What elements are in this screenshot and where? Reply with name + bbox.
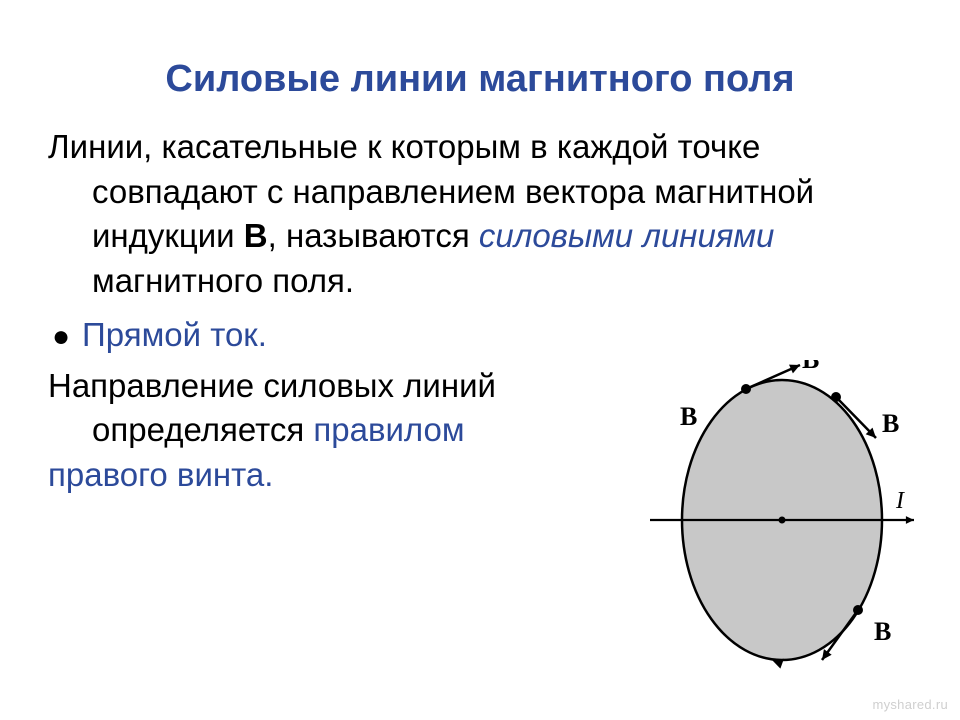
svg-text:I: I	[895, 488, 905, 514]
field-line-diagram: I B B B B	[642, 360, 932, 680]
svg-text:B: B	[874, 617, 891, 646]
p2-line2: определяется	[92, 411, 313, 448]
p1-emph: силовыми линиями	[479, 217, 775, 254]
p2-line1: Направление силовых линий	[48, 367, 496, 404]
slide-title: Силовые линии магнитного поля	[48, 58, 912, 101]
paragraph-1: Линии, касательные к которым в каждой то…	[48, 125, 912, 303]
p2-line3: правого винта.	[48, 456, 273, 493]
p1-suffix: магнитного поля.	[92, 262, 354, 299]
bullet-1: ● Прямой ток.	[48, 313, 912, 358]
p2-emph: правилом	[313, 411, 464, 448]
svg-text:B: B	[882, 409, 899, 438]
svg-text:B: B	[802, 360, 819, 374]
bullet-text: Прямой ток.	[82, 313, 267, 358]
diagram-svg: I B B B B	[642, 360, 932, 680]
p1-mid: , называются	[268, 217, 479, 254]
svg-text:B: B	[680, 402, 697, 431]
bullet-dot: ●	[48, 322, 82, 352]
watermark: myshared.ru	[872, 697, 948, 712]
p1-B: В	[244, 217, 268, 254]
title-text: Силовые линии магнитного поля	[165, 58, 794, 100]
